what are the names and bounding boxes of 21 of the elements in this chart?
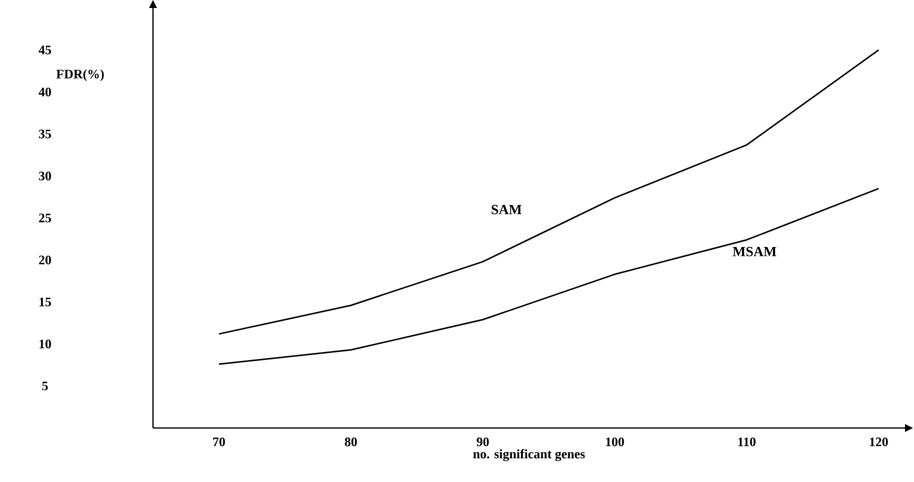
y-tick-label: 45 bbox=[38, 46, 51, 54]
y-tick-label: 30 bbox=[39, 172, 51, 180]
y-tick-label: 5 bbox=[42, 382, 48, 390]
x-tick-label: 110 bbox=[738, 438, 756, 446]
x-axis-title: no. significant genes bbox=[473, 449, 585, 462]
y-tick-label: 35 bbox=[39, 130, 51, 138]
x-tick-label: 100 bbox=[606, 438, 624, 446]
x-tick-label: 80 bbox=[344, 438, 357, 446]
y-tick-label: 20 bbox=[39, 256, 51, 264]
series-label: MSAM bbox=[732, 246, 776, 256]
y-tick-label: 40 bbox=[38, 88, 51, 96]
x-tick-label: 90 bbox=[476, 438, 489, 446]
y-tick-label: 25 bbox=[39, 214, 51, 222]
series-label: SAM bbox=[492, 204, 522, 214]
y-axis-title: FDR(%) bbox=[56, 69, 104, 82]
line-series bbox=[218, 188, 880, 365]
y-tick-label: 15 bbox=[40, 298, 51, 306]
x-tick-label: 120 bbox=[870, 438, 888, 446]
y-tick-label: 10 bbox=[40, 340, 51, 348]
x-tick-label: 70 bbox=[213, 438, 225, 446]
line-series bbox=[218, 49, 880, 335]
